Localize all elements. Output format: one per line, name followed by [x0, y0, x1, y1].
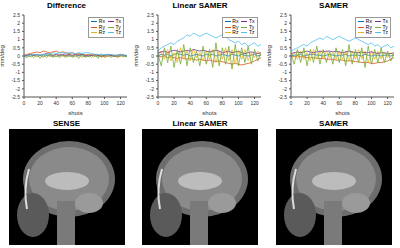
- svg-text:1: 1: [151, 36, 154, 42]
- svg-text:0: 0: [151, 53, 154, 59]
- html-text:Rz: Rz: [232, 29, 239, 35]
- svg-text:-2: -2: [283, 86, 288, 92]
- html-text:Linear SAMER: Linear SAMER: [172, 119, 228, 128]
- svg-text:20: 20: [304, 100, 310, 106]
- svg-text:60: 60: [203, 100, 209, 106]
- svg-text:-1.5: -1.5: [11, 77, 20, 83]
- svg-text:100: 100: [234, 100, 243, 106]
- html-text:Tz: Tz: [115, 29, 121, 35]
- html-text:Ry: Ry: [365, 23, 372, 30]
- html-text:Rx: Rx: [232, 18, 239, 24]
- svg-text:0: 0: [284, 53, 287, 59]
- svg-text:-0.5: -0.5: [145, 61, 154, 67]
- svg-text:-2: -2: [149, 86, 154, 92]
- svg-text:2.5: 2.5: [13, 12, 20, 18]
- svg-text:40: 40: [187, 100, 193, 106]
- svg-text:0: 0: [17, 53, 20, 59]
- svg-text:80: 80: [86, 100, 92, 106]
- svg-text:shots: shots: [68, 110, 82, 115]
- svg-text:-2.5: -2.5: [145, 94, 154, 100]
- svg-text:80: 80: [219, 100, 225, 106]
- svg-text:120: 120: [116, 100, 125, 106]
- svg-text:2: 2: [17, 20, 20, 26]
- svg-text:1.5: 1.5: [13, 28, 20, 34]
- html-text:Linear SAMER: Linear SAMER: [172, 1, 228, 10]
- svg-text:0.5: 0.5: [13, 45, 20, 51]
- svg-text:-2.5: -2.5: [278, 94, 287, 100]
- html-text:Tz: Tz: [382, 29, 388, 35]
- svg-text:120: 120: [250, 100, 259, 106]
- svg-text:mm/deg: mm/deg: [0, 45, 5, 67]
- svg-text:2.5: 2.5: [147, 12, 154, 18]
- svg-text:0: 0: [156, 100, 159, 106]
- svg-text:2.5: 2.5: [280, 12, 287, 18]
- html-text:SAMER: SAMER: [319, 1, 348, 10]
- svg-text:-2: -2: [16, 86, 21, 92]
- svg-text:-0.5: -0.5: [278, 61, 287, 67]
- svg-text:1.5: 1.5: [280, 28, 287, 34]
- html-text:Tx: Tx: [382, 18, 388, 24]
- html-text:Difference: Difference: [46, 1, 87, 10]
- svg-text:40: 40: [53, 100, 59, 106]
- svg-text:100: 100: [100, 100, 109, 106]
- html-text:Tz: Tz: [248, 29, 255, 35]
- html-text:SENSE: SENSE: [52, 119, 81, 128]
- svg-text:20: 20: [37, 100, 43, 106]
- svg-text:-0.5: -0.5: [11, 61, 20, 67]
- svg-text:60: 60: [70, 100, 76, 106]
- svg-text:0: 0: [23, 100, 26, 106]
- svg-text:-1: -1: [283, 69, 288, 75]
- svg-text:2: 2: [151, 20, 154, 26]
- svg-text:120: 120: [383, 100, 392, 106]
- svg-text:20: 20: [171, 100, 177, 106]
- svg-text:mm/deg: mm/deg: [134, 45, 139, 67]
- svg-text:-1: -1: [16, 69, 21, 75]
- html-text:Ry: Ry: [232, 23, 239, 30]
- svg-text:1: 1: [17, 36, 20, 42]
- svg-text:2: 2: [284, 20, 287, 26]
- html-text:Tx: Tx: [115, 18, 121, 24]
- html-text:Ty: Ty: [382, 23, 388, 30]
- svg-text:-1.5: -1.5: [145, 77, 154, 83]
- svg-text:1.5: 1.5: [147, 28, 154, 34]
- html-text:Ty: Ty: [248, 23, 255, 30]
- svg-text:-2.5: -2.5: [11, 94, 20, 100]
- svg-text:shots: shots: [202, 110, 216, 115]
- svg-text:80: 80: [353, 100, 359, 106]
- html-text:Rz: Rz: [98, 29, 105, 35]
- svg-text:mm/deg: mm/deg: [267, 45, 272, 67]
- svg-text:-1: -1: [149, 69, 154, 75]
- svg-text:0.5: 0.5: [147, 45, 154, 51]
- html-text:Ry: Ry: [98, 23, 105, 30]
- html-text:Tx: Tx: [248, 18, 255, 24]
- svg-text:0: 0: [290, 100, 293, 106]
- html-text:Rz: Rz: [365, 29, 372, 35]
- svg-text:60: 60: [337, 100, 343, 106]
- svg-text:-1.5: -1.5: [278, 77, 287, 83]
- html-text:Rx: Rx: [365, 18, 372, 24]
- html-text:SAMER: SAMER: [319, 119, 348, 128]
- html-text:Rx: Rx: [98, 18, 105, 24]
- html-text:Ty: Ty: [115, 23, 121, 30]
- svg-text:shots: shots: [335, 110, 349, 115]
- svg-text:1: 1: [284, 36, 287, 42]
- svg-text:100: 100: [367, 100, 376, 106]
- svg-text:40: 40: [320, 100, 326, 106]
- svg-text:0.5: 0.5: [280, 45, 287, 51]
